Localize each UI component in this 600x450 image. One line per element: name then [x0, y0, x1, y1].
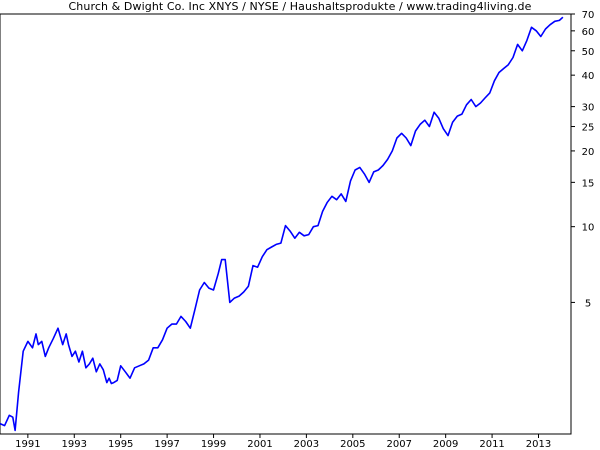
x-tick-label: 1999 [201, 439, 226, 450]
y-tick-label: 50 [582, 47, 595, 58]
y-axis-ticks: 5 10 15 20 25 30 40 50 60 70 [571, 10, 594, 309]
y-tick-label: 10 [582, 223, 595, 234]
x-tick-label: 2001 [247, 439, 272, 450]
y-tick-label: 60 [582, 27, 595, 38]
x-tick-label: 2013 [526, 439, 551, 450]
y-tick-label: 20 [582, 147, 595, 158]
x-axis-ticks: 1991 1993 1995 1997 1999 2001 2003 2005 2007 2009… [15, 434, 551, 450]
x-tick-label: 1997 [154, 439, 179, 450]
x-tick-label: 2011 [479, 439, 504, 450]
x-tick-label: 2007 [387, 439, 412, 450]
plot-frame [0, 13, 572, 435]
y-tick-label: 30 [582, 103, 595, 114]
x-tick-label: 1995 [108, 439, 133, 450]
y-tick-label: 5 [585, 298, 591, 309]
x-tick-label: 1991 [15, 439, 40, 450]
x-tick-label: 2005 [340, 439, 365, 450]
x-tick-label: 1993 [62, 439, 87, 450]
y-tick-label: 70 [582, 10, 595, 21]
y-tick-label: 15 [582, 178, 595, 189]
series-line [0, 16, 564, 432]
y-tick-label: 25 [582, 123, 595, 134]
x-tick-label: 2003 [294, 439, 319, 450]
y-tick-label: 40 [582, 71, 595, 82]
chart-title: Church & Dwight Co. Inc XNYS / NYSE / Ha… [68, 0, 532, 13]
x-tick-label: 2009 [433, 439, 458, 450]
